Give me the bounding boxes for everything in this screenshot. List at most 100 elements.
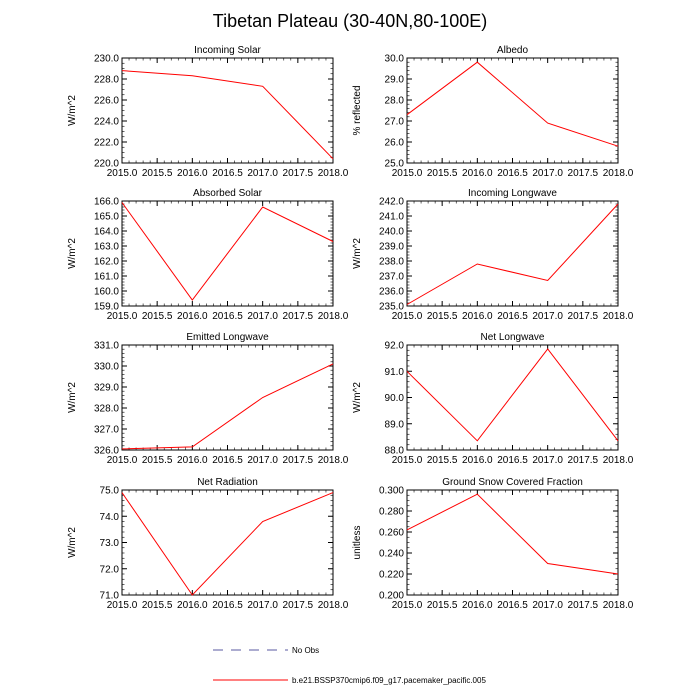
panel-title: Albedo <box>497 45 529 56</box>
x-tick-label: 2017.0 <box>532 168 563 179</box>
panel-4: 2015.0 2015.5 2016.0 2016.5 2017.0 2017.5 2018… <box>67 332 349 466</box>
series-line <box>121 70 334 160</box>
x-tick-label: 2016.5 <box>212 311 243 322</box>
x-tick-label: 2015.5 <box>427 455 458 466</box>
x-tick-label: 2016.5 <box>497 311 528 322</box>
y-axis-label: unitless <box>352 526 363 560</box>
x-tick-label: 2015.5 <box>142 311 173 322</box>
x-tick-label: 2016.0 <box>462 455 493 466</box>
panel-6: 2015.0 2015.5 2016.0 2016.5 2017.0 2017.5 2018… <box>67 477 349 611</box>
panel-title: Net Radiation <box>197 477 258 488</box>
y-tick-label: 25.0 <box>385 159 405 170</box>
y-tick-label: 71.0 <box>100 591 120 602</box>
y-tick-label: 0.240 <box>379 549 404 560</box>
x-tick-label: 2017.5 <box>283 168 314 179</box>
x-tick-label: 2016.5 <box>497 168 528 179</box>
x-tick-label: 2016.0 <box>177 168 208 179</box>
y-tick-label: 159.0 <box>94 302 119 313</box>
y-tick-label: 72.0 <box>100 564 120 575</box>
x-tick-label: 2018.0 <box>603 311 634 322</box>
x-tick-label: 2015.0 <box>107 168 138 179</box>
plot-frame <box>406 200 619 307</box>
x-tick-label: 2016.0 <box>462 600 493 611</box>
y-tick-label: 0.280 <box>379 507 404 518</box>
x-tick-label: 2016.5 <box>497 600 528 611</box>
y-tick-label: 89.0 <box>385 419 405 430</box>
x-tick-label: 2015.5 <box>427 168 458 179</box>
panel-title: Emitted Longwave <box>186 332 269 343</box>
series-line <box>406 348 619 442</box>
x-tick-label: 2016.5 <box>497 455 528 466</box>
x-tick-label: 2017.5 <box>283 455 314 466</box>
y-tick-label: 0.200 <box>379 591 404 602</box>
x-tick-label: 2017.5 <box>568 455 599 466</box>
plot-frame <box>406 344 619 451</box>
x-tick-label: 2018.0 <box>603 168 634 179</box>
x-tick-label: 2016.0 <box>462 311 493 322</box>
y-tick-label: 29.0 <box>385 75 405 86</box>
x-tick-label: 2017.0 <box>247 311 278 322</box>
x-tick-label: 2016.5 <box>212 168 243 179</box>
y-tick-label: 326.0 <box>94 446 119 457</box>
y-tick-label: 237.0 <box>379 272 404 283</box>
series-line <box>121 202 334 301</box>
y-tick-label: 92.0 <box>385 341 405 352</box>
y-tick-label: 220.0 <box>94 159 119 170</box>
x-tick-label: 2018.0 <box>603 455 634 466</box>
x-tick-label: 2015.0 <box>107 455 138 466</box>
x-tick-label: 2015.0 <box>392 311 423 322</box>
y-tick-label: 162.0 <box>94 257 119 268</box>
legend-model-label: b.e21.BSSP370cmip6.f09_g17.pacemaker_pac… <box>292 676 486 685</box>
y-axis-label: W/m^2 <box>67 382 78 413</box>
panel-title: Incoming Solar <box>194 45 261 56</box>
plot-frame <box>121 344 334 451</box>
series-line <box>406 493 619 575</box>
x-tick-label: 2017.5 <box>283 600 314 611</box>
y-tick-label: 28.0 <box>385 96 405 107</box>
y-tick-label: 27.0 <box>385 117 405 128</box>
y-tick-label: 75.0 <box>100 486 120 497</box>
y-tick-label: 328.0 <box>94 404 119 415</box>
y-tick-label: 26.0 <box>385 138 405 149</box>
x-tick-label: 2017.0 <box>532 600 563 611</box>
x-tick-label: 2015.0 <box>392 168 423 179</box>
x-tick-label: 2015.5 <box>142 600 173 611</box>
series-line <box>406 61 619 147</box>
plot-frame <box>121 57 334 164</box>
x-tick-label: 2017.5 <box>283 311 314 322</box>
legend: No Obs b.e21.BSSP370cmip6.f09_g17.pacema… <box>213 646 486 685</box>
y-tick-label: 30.0 <box>385 54 405 65</box>
x-tick-label: 2018.0 <box>318 168 349 179</box>
y-tick-label: 241.0 <box>379 212 404 223</box>
y-tick-label: 239.0 <box>379 242 404 253</box>
series-line <box>121 492 334 596</box>
y-tick-label: 330.0 <box>94 362 119 373</box>
y-tick-label: 74.0 <box>100 512 120 523</box>
y-tick-label: 242.0 <box>379 197 404 208</box>
panel-1: 2015.0 2015.5 2016.0 2016.5 2017.0 2017.5 2018… <box>352 45 634 179</box>
panels: 2015.0 2015.5 2016.0 2016.5 2017.0 2017.5 2018… <box>67 45 634 611</box>
x-tick-label: 2017.5 <box>568 311 599 322</box>
y-tick-label: 161.0 <box>94 272 119 283</box>
panel-0: 2015.0 2015.5 2016.0 2016.5 2017.0 2017.5 2018… <box>67 45 349 179</box>
x-tick-label: 2017.0 <box>247 168 278 179</box>
x-tick-label: 2017.0 <box>247 600 278 611</box>
y-axis-label: W/m^2 <box>352 238 363 269</box>
y-tick-label: 164.0 <box>94 227 119 238</box>
x-tick-label: 2018.0 <box>318 455 349 466</box>
panel-title: Incoming Longwave <box>468 188 557 199</box>
x-tick-label: 2017.5 <box>568 600 599 611</box>
x-tick-label: 2015.0 <box>107 600 138 611</box>
x-tick-label: 2018.0 <box>318 311 349 322</box>
y-axis-label: W/m^2 <box>67 95 78 126</box>
panel-5: 2015.0 2015.5 2016.0 2016.5 2017.0 2017.5 2018… <box>352 332 634 466</box>
x-tick-label: 2016.0 <box>177 600 208 611</box>
y-axis-label: % reflected <box>352 85 363 135</box>
panel-title: Net Longwave <box>481 332 545 343</box>
y-tick-label: 0.300 <box>379 486 404 497</box>
y-axis-label: W/m^2 <box>352 382 363 413</box>
x-tick-label: 2015.5 <box>142 455 173 466</box>
series-line <box>121 363 334 450</box>
y-tick-label: 230.0 <box>94 54 119 65</box>
